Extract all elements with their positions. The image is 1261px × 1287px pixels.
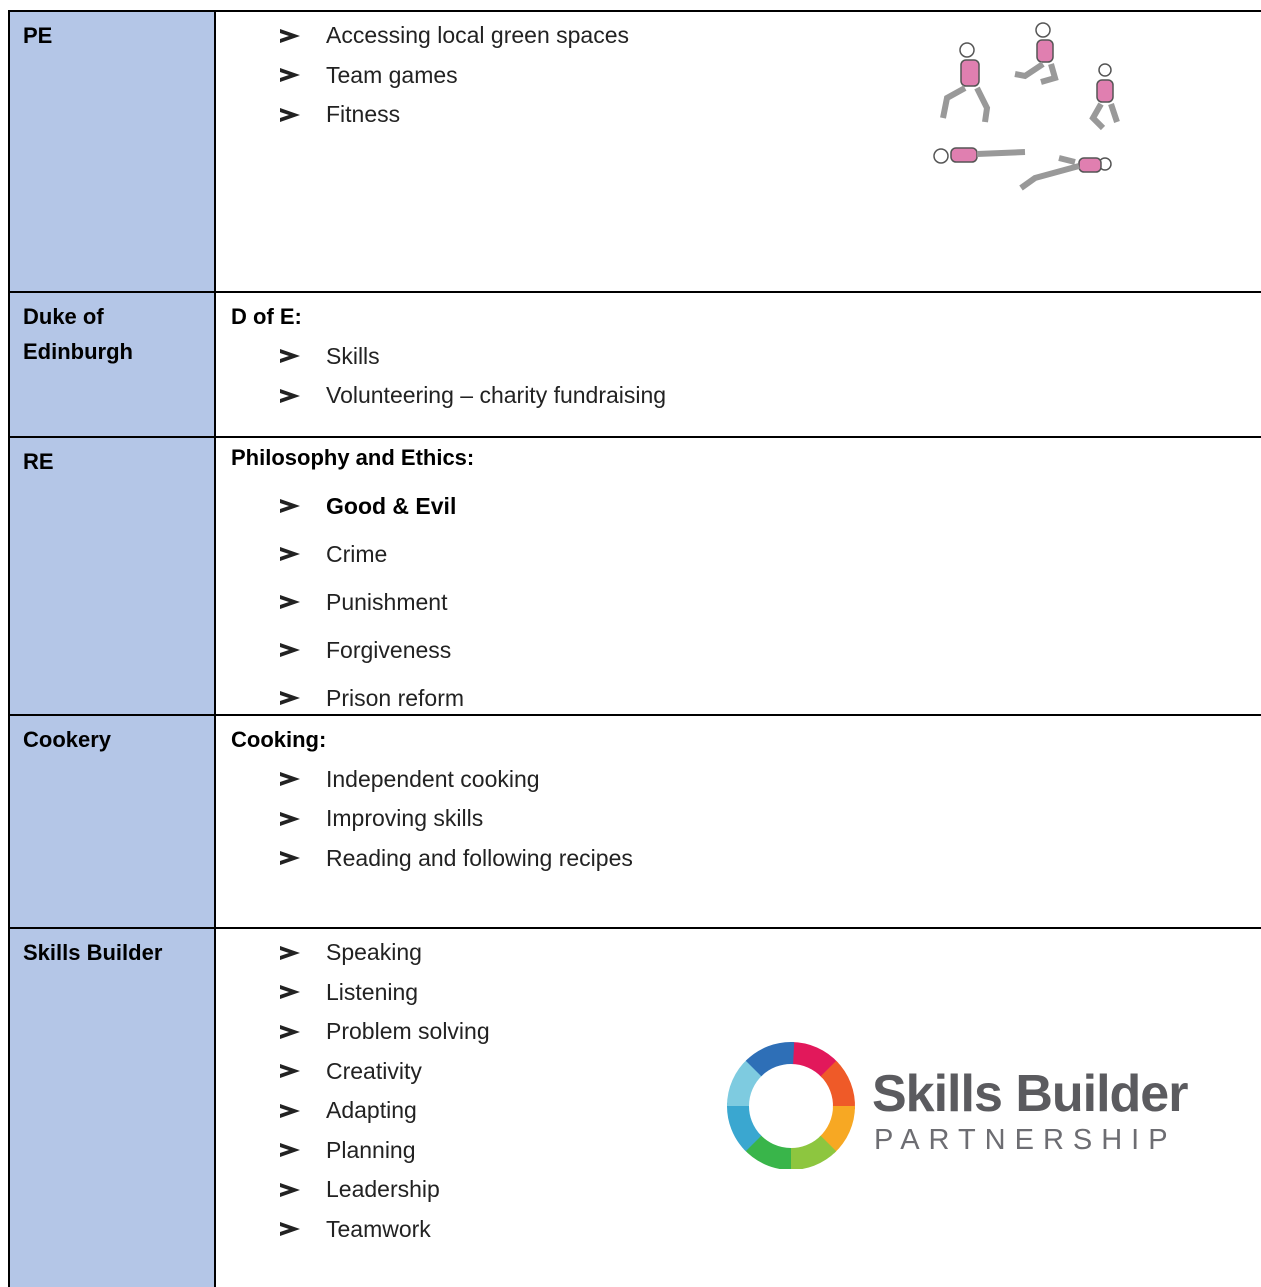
- subject-cell: Duke of Edinburgh: [8, 293, 216, 436]
- bullet-item: Punishment: [280, 578, 464, 626]
- content-cell: Cooking: Independent cooking Improving ski…: [216, 716, 1261, 927]
- subject-cell: Skills Builder: [8, 929, 216, 1287]
- table-row: PE Accessing local green spaces Team games…: [8, 10, 1261, 291]
- logo-tagline: PARTNERSHIP: [874, 1124, 1177, 1156]
- bullet-item: Speaking: [280, 933, 490, 973]
- cell-heading: Cooking:: [231, 727, 327, 752]
- content-cell: D of E: Skills Volunteering – charity fund…: [216, 293, 1261, 436]
- subject-cell: RE: [8, 438, 216, 714]
- bullet-item: Team games: [280, 56, 629, 96]
- bullet-item: Creativity: [280, 1052, 490, 1092]
- content-cell: Speaking Listening Problem solving Creativi…: [216, 929, 1261, 1287]
- logo-ring-segment: [727, 1058, 764, 1107]
- logo-ring-segment: [727, 1102, 762, 1152]
- bullet-item: Problem solving: [280, 1012, 490, 1052]
- content-cell: Philosophy and Ethics: Good & Evil Crime Pu…: [216, 438, 1261, 714]
- logo-ring-segment: [818, 1105, 855, 1154]
- bullet-item: Good & Evil: [280, 482, 464, 530]
- bullet-item: Reading and following recipes: [280, 839, 633, 879]
- table-row: Duke of Edinburgh D of E: Skills Volunteeri…: [8, 291, 1261, 436]
- cell-heading: Philosophy and Ethics:: [231, 445, 475, 470]
- bullet-item: Planning: [280, 1131, 490, 1171]
- table-row: Cookery Cooking: Independent cooking Improv…: [8, 714, 1261, 927]
- cell-heading: D of E:: [231, 304, 302, 329]
- bullet-item: Independent cooking: [280, 760, 633, 800]
- logo-name: Skills Builder: [872, 1065, 1188, 1123]
- logo-ring-segment: [787, 1135, 837, 1169]
- bullet-item: Crime: [280, 530, 464, 578]
- bullet-item: Skills: [280, 337, 666, 377]
- table-row: RE Philosophy and Ethics: Good & Evil Crime…: [8, 436, 1261, 714]
- bullet-item: Improving skills: [280, 799, 633, 839]
- bullet-item: Volunteering – charity fundraising: [280, 376, 666, 416]
- logo-ring-segment: [790, 1042, 839, 1079]
- bullet-item: Adapting: [280, 1091, 490, 1131]
- subject-cell: Cookery: [8, 716, 216, 927]
- bullet-list: Skills Volunteering – charity fundraising: [280, 337, 666, 416]
- subject-cell: PE: [8, 12, 216, 291]
- exercise-illustration: [933, 22, 1120, 191]
- bullet-item: Listening: [280, 973, 490, 1013]
- bullet-item: Forgiveness: [280, 626, 464, 674]
- bullet-item: Teamwork: [280, 1210, 490, 1250]
- bullet-list: Good & Evil Crime Punishment Forgiveness Pri…: [280, 482, 464, 722]
- bullet-list: Accessing local green spaces Team games Fi…: [280, 16, 629, 135]
- table-row: Skills Builder Speaking Listening Problem s…: [8, 927, 1261, 1287]
- content-cell: Accessing local green spaces Team games Fi…: [216, 12, 1261, 291]
- bullet-list: Speaking Listening Problem solving Creativi…: [280, 933, 490, 1249]
- bullet-item: Leadership: [280, 1170, 490, 1210]
- bullet-item: Accessing local green spaces: [280, 16, 629, 56]
- logo-ring-segment: [820, 1060, 855, 1110]
- logo-ring-segment: [745, 1042, 795, 1077]
- bullet-list: Independent cooking Improving skills Readi…: [280, 760, 633, 879]
- logo-ring-segment: [743, 1133, 792, 1169]
- bullet-item: Fitness: [280, 95, 629, 135]
- bullet-item: Prison reform: [280, 674, 464, 722]
